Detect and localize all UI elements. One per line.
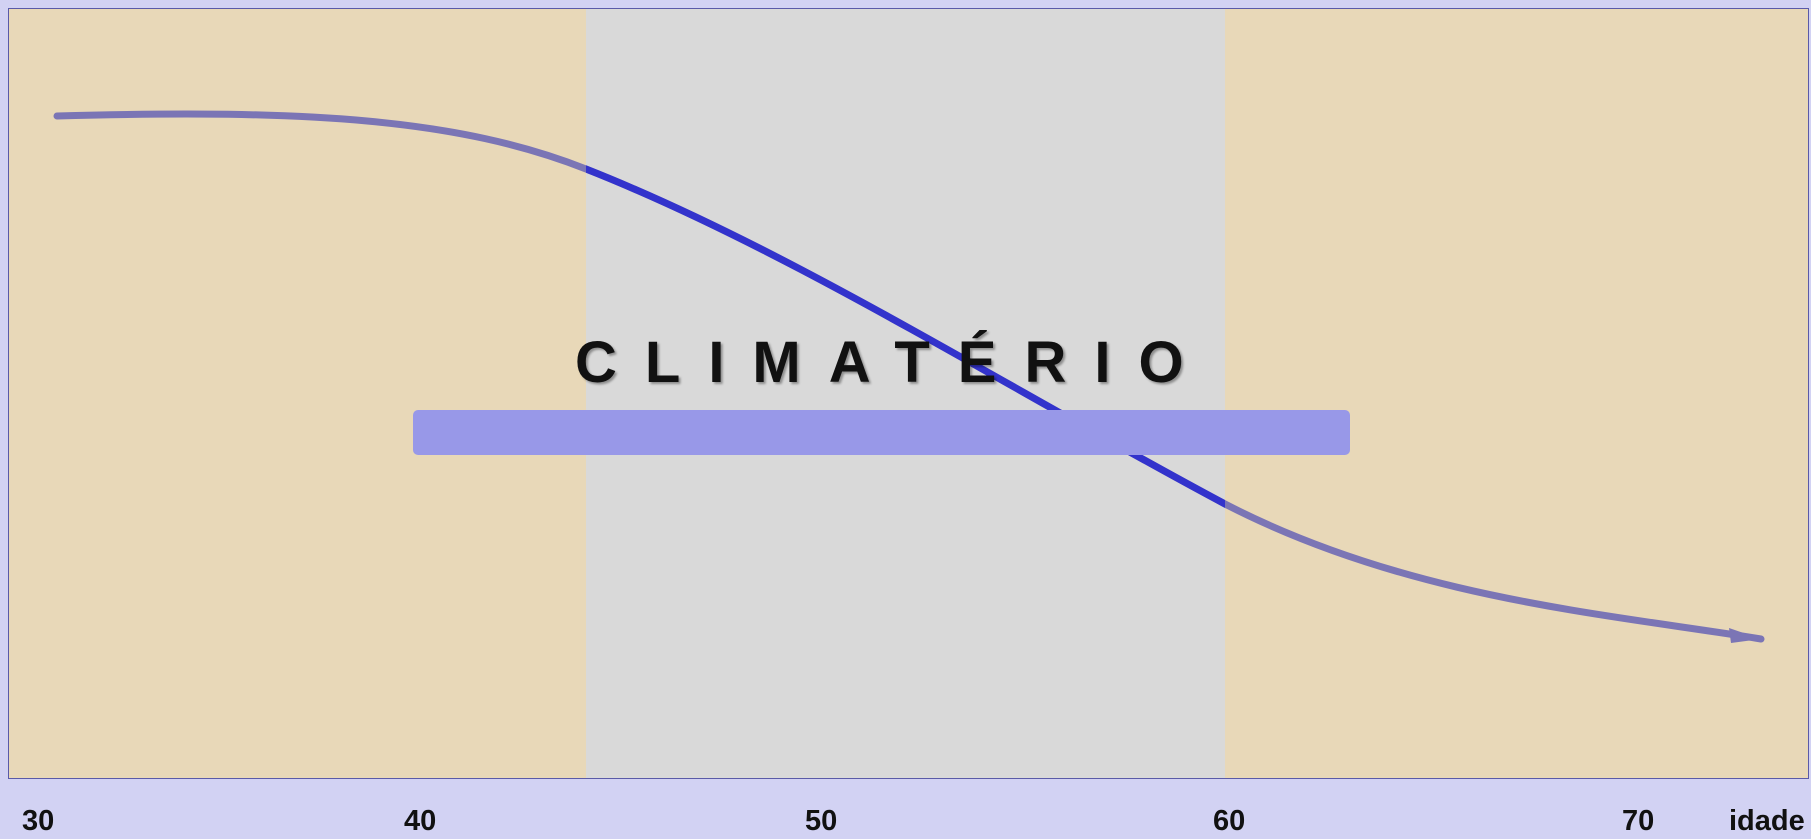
arrow-head [1729,628,1761,643]
zone-climacteric [586,9,1225,778]
diagram-panel: CLIMATÉRIO [8,8,1809,779]
diagram-title: CLIMATÉRIO [575,330,1212,395]
x-tick-label: 50 [805,805,838,837]
climacteric-band [413,410,1350,455]
x-tick-label: 70 [1622,805,1655,837]
x-tick-label: 40 [404,805,437,837]
x-tick-label: 30 [22,805,55,837]
decline-curve [53,110,1765,643]
zone-post-climacteric [1225,9,1808,778]
x-axis-label: idade [1729,805,1805,837]
x-tick-label: 60 [1213,805,1246,837]
curve-climacteric-segment [586,165,1225,508]
